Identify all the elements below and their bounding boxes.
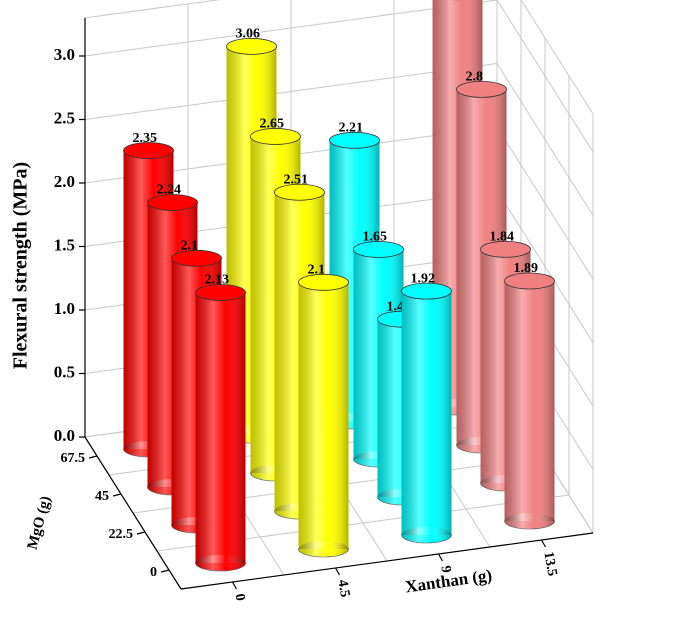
z-tick-label: 3.0 <box>54 45 75 64</box>
data-label: 1.84 <box>490 230 515 245</box>
cylinder: 2.1 <box>298 263 349 558</box>
data-label: 2.24 <box>157 183 182 198</box>
cylinder-shade <box>195 292 246 563</box>
tick-mark <box>231 581 238 590</box>
cylinder: 1.89 <box>504 261 555 530</box>
z-tick-label: 2.0 <box>54 172 75 191</box>
x-tick-label: 0 <box>231 593 247 602</box>
data-label: 1.89 <box>514 261 539 276</box>
cylinder-top <box>274 183 325 201</box>
cylinder-base-shade <box>504 513 555 529</box>
cylinder-top <box>123 142 174 159</box>
cylinder: 2.13 <box>195 273 246 572</box>
cylinder-top <box>195 284 246 301</box>
depth-axis <box>84 436 182 590</box>
tick-mark <box>88 455 98 459</box>
cylinder-top <box>250 128 301 145</box>
x-tick-label: 13.5 <box>540 551 559 578</box>
data-label: 2.51 <box>284 172 309 187</box>
tick-mark <box>112 493 122 497</box>
z-tick-label: 1.5 <box>54 235 75 254</box>
cylinder-top <box>480 240 531 258</box>
x-tick-label: 4.5 <box>334 579 352 599</box>
data-label: 1.92 <box>411 271 436 286</box>
bars: 3.272.213.062.352.81.652.652.241.841.42.… <box>123 0 555 572</box>
data-label: 2.1 <box>308 263 326 278</box>
depth-tick-label: 22.5 <box>109 527 134 542</box>
data-label: 2.1 <box>181 239 199 254</box>
tick-mark <box>334 567 341 576</box>
cylinder-top <box>456 81 507 98</box>
cylinder-top <box>226 37 277 55</box>
depth-tick-label: 0 <box>150 565 157 580</box>
cylinder-top <box>298 273 349 291</box>
x-axis <box>180 532 594 590</box>
data-label: 2.8 <box>466 70 484 85</box>
z-tick-label: 0.5 <box>54 362 75 381</box>
data-label: 3.06 <box>236 27 261 42</box>
cylinder-shade <box>504 280 555 521</box>
cylinder-top <box>329 131 380 149</box>
depth-tick-label: 67.5 <box>61 451 86 466</box>
z-tick-label: 1.0 <box>54 299 75 318</box>
data-label: 1.4 <box>387 299 405 314</box>
tick-mark <box>160 569 170 573</box>
tick-mark <box>136 531 146 535</box>
cylinder-top <box>504 272 555 290</box>
z-tick-label: 2.5 <box>54 108 75 127</box>
cylinder: 1.92 <box>401 271 452 544</box>
depth-tick-label: 45 <box>95 489 109 504</box>
data-label: 2.65 <box>260 117 285 132</box>
data-label: 2.13 <box>205 273 230 288</box>
cylinder-shade <box>401 291 452 535</box>
tick-mark <box>540 539 547 548</box>
cylinder-top <box>171 249 222 267</box>
z-tick-label: 0.0 <box>54 426 75 445</box>
data-label: 2.21 <box>339 121 364 136</box>
depth-axis-title: MgO (g) <box>25 494 55 551</box>
z-axis-title: Flexural strength (MPa) <box>10 162 32 369</box>
cylinder-top <box>353 241 404 258</box>
cylinder-base-shade <box>195 555 246 571</box>
x-tick-label: 9 <box>437 565 453 574</box>
data-label: 2.35 <box>133 131 158 146</box>
cylinder-top <box>401 282 452 300</box>
cylinder-shade <box>298 282 349 549</box>
tick-mark <box>437 553 444 562</box>
data-label: 1.65 <box>363 230 388 245</box>
cylinder-base-shade <box>298 541 349 557</box>
cylinder-top <box>147 194 198 211</box>
cylinder-base-shade <box>401 527 452 543</box>
